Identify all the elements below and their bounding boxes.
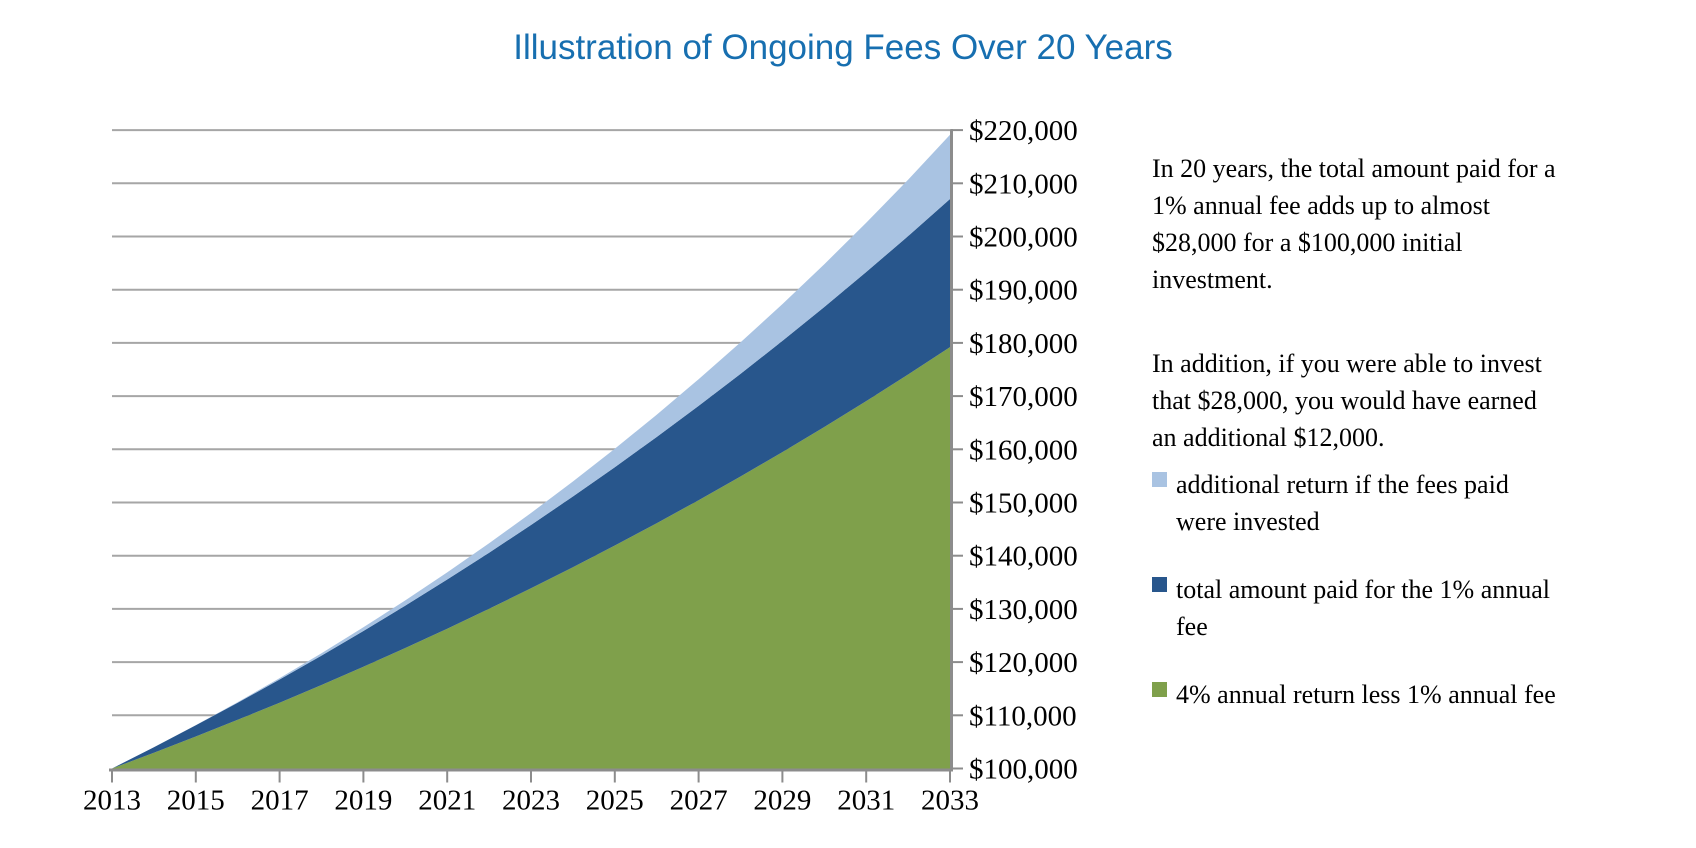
x-tick-label: 2013 <box>83 785 141 817</box>
summary-panel: In 20 years, the total amount paid for a… <box>1152 150 1682 744</box>
x-tick-label: 2031 <box>837 785 895 817</box>
x-tick-label: 2021 <box>418 785 476 817</box>
area-net-return <box>112 347 950 769</box>
y-tick-label: $110,000 <box>969 700 1077 732</box>
y-tick-label: $130,000 <box>969 594 1078 626</box>
x-tick-label: 2019 <box>334 785 392 817</box>
x-tick-label: 2023 <box>502 785 560 817</box>
legend: additional return if the fees paid were … <box>1152 466 1682 713</box>
x-tick-label: 2015 <box>167 785 225 817</box>
x-tick-label: 2033 <box>921 785 979 817</box>
y-tick-label: $200,000 <box>969 222 1078 254</box>
y-tick-label: $150,000 <box>969 488 1078 520</box>
legend-label-total-fees: total amount paid for the 1% annual fee <box>1176 575 1551 641</box>
legend-swatch-total-fees <box>1152 577 1167 592</box>
y-tick-label: $220,000 <box>969 115 1078 147</box>
y-tick-label: $190,000 <box>969 275 1078 307</box>
summary-paragraph-1: In 20 years, the total amount paid for a… <box>1152 154 1556 294</box>
y-tick-label: $180,000 <box>969 328 1078 360</box>
legend-item-total-fees: total amount paid for the 1% annual fee <box>1152 571 1682 645</box>
legend-item-net-return: 4% annual return less 1% annual fee <box>1152 676 1682 713</box>
x-tick-label: 2027 <box>670 785 728 817</box>
legend-swatch-net-return <box>1152 682 1167 697</box>
y-tick-label: $100,000 <box>969 754 1078 786</box>
legend-label-additional-return: additional return if the fees paid were … <box>1176 470 1509 536</box>
y-tick-label: $160,000 <box>969 434 1078 466</box>
summary-paragraph-2: In addition, if you were able to invest … <box>1152 349 1542 452</box>
y-tick-label: $210,000 <box>969 168 1078 200</box>
y-tick-label: $120,000 <box>969 647 1078 679</box>
x-tick-label: 2025 <box>586 785 644 817</box>
x-tick-label: 2029 <box>753 785 811 817</box>
x-tick-label: 2017 <box>251 785 309 817</box>
legend-item-additional-return: additional return if the fees paid were … <box>1152 466 1682 540</box>
legend-swatch-additional-return <box>1152 472 1167 487</box>
y-tick-label: $140,000 <box>969 541 1078 573</box>
legend-label-net-return: 4% annual return less 1% annual fee <box>1176 680 1556 709</box>
chart-title: Illustration of Ongoing Fees Over 20 Yea… <box>513 28 1173 67</box>
y-tick-label: $170,000 <box>969 381 1078 413</box>
